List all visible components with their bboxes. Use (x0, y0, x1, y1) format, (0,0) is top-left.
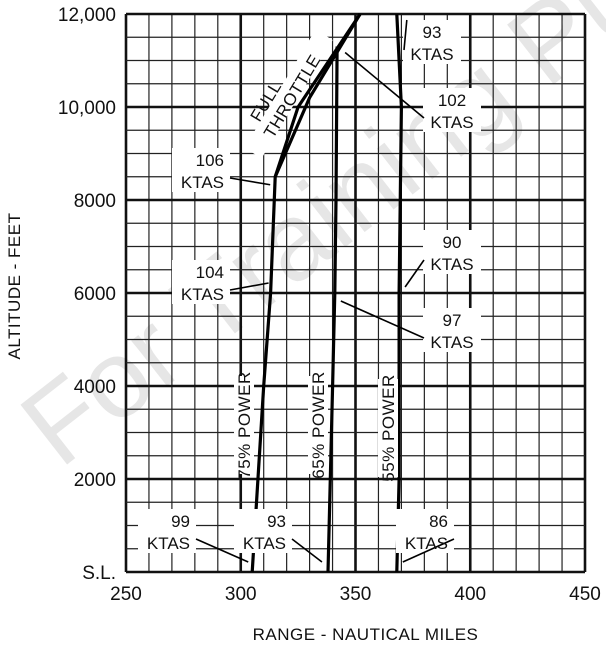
series-label: 65% POWER (309, 371, 328, 478)
series-label-background (234, 376, 254, 474)
series-label: 55% POWER (379, 374, 398, 481)
annotation-unit: KTAS (181, 285, 224, 304)
annotation-background (423, 308, 481, 352)
annotation-background (423, 88, 481, 132)
series-label-background (308, 376, 328, 474)
annotation-speed: 86 (429, 512, 448, 531)
annotation-speed: 90 (443, 233, 462, 252)
annotation-background (396, 509, 454, 553)
leader-line (403, 19, 408, 51)
annotation-background (423, 230, 481, 274)
leader-line (340, 300, 425, 339)
leader-line (195, 538, 249, 563)
y-tick-label: 2000 (74, 470, 116, 491)
y-tick-label: 4000 (74, 377, 116, 398)
leader-line (404, 259, 425, 288)
ktas-annotation: 93 KTAS (403, 19, 461, 64)
annotation-speed: 104 (196, 263, 224, 282)
series-label-group: 65% POWER (308, 371, 328, 479)
leader-line (229, 177, 271, 186)
series-label-background (378, 379, 398, 477)
ktas-annotation: 90 KTAS (404, 230, 481, 288)
annotation-speed: 93 (423, 23, 442, 42)
annotation-background (172, 148, 230, 192)
annotation-speed: 99 (171, 512, 190, 531)
series-label-background (244, 29, 333, 159)
x-axis-label: RANGE - NAUTICAL MILES (253, 625, 479, 644)
annotations: 106KTAS104KTAS99KTAS93KTAS86KTAS93KTAS10… (138, 19, 481, 563)
annotation-unit: KTAS (430, 255, 473, 274)
annotation-background (172, 260, 230, 304)
annotation-unit: KTAS (405, 534, 448, 553)
ktas-annotation: 97 KTAS (340, 300, 481, 352)
annotation-unit: KTAS (243, 534, 286, 553)
x-tick-label: 450 (569, 584, 601, 605)
y-axis-label: ALTITUDE - FEET (5, 213, 24, 360)
annotation-unit: KTAS (430, 113, 473, 132)
grid (124, 12, 587, 574)
annotation-speed: 93 (267, 512, 286, 531)
ktas-annotation: 106 KTAS (172, 148, 271, 192)
annotation-speed: 106 (196, 151, 224, 170)
y-tick-label: S.L. (82, 563, 116, 584)
ktas-annotation: 99 KTAS (138, 509, 249, 563)
annotation-speed: 97 (443, 311, 462, 330)
x-tick-label: 350 (340, 584, 372, 605)
annotation-unit: KTAS (147, 534, 190, 553)
y-tick-label: 6000 (74, 284, 116, 305)
series-line (326, 46, 339, 573)
ktas-annotation: 93 KTAS (234, 509, 323, 563)
axis-ticks: 250 300 350 400 450 S.L. 2000 4000 6000 8000 10,00… (58, 5, 601, 605)
series-label: 75% POWER (235, 371, 254, 478)
x-tick-label: 400 (454, 584, 486, 605)
leader-line (229, 282, 269, 291)
ktas-annotation: 102 KTAS (344, 51, 481, 132)
y-tick-label: 8000 (74, 191, 116, 212)
series-label-group: 55% POWER (378, 374, 398, 482)
series-line (250, 13, 362, 573)
ktas-annotation: 104 KTAS (172, 260, 269, 304)
annotation-unit: KTAS (430, 333, 473, 352)
annotation-unit: KTAS (410, 45, 453, 64)
annotation-background (403, 20, 461, 64)
leader-line (344, 51, 425, 119)
leader-line (402, 538, 455, 563)
annotation-background (138, 509, 196, 553)
x-tick-label: 300 (225, 584, 257, 605)
annotation-background (234, 509, 292, 553)
annotation-unit: KTAS (181, 173, 224, 192)
series-label-group: 75% POWER (234, 371, 254, 479)
leader-line (291, 538, 323, 563)
y-tick-label: 10,000 (58, 98, 116, 119)
ktas-annotation: 86 KTAS (396, 509, 455, 563)
y-tick-label: 12,000 (58, 5, 116, 26)
annotation-speed: 102 (438, 91, 466, 110)
x-tick-label: 250 (110, 584, 142, 605)
series-line (273, 13, 362, 178)
